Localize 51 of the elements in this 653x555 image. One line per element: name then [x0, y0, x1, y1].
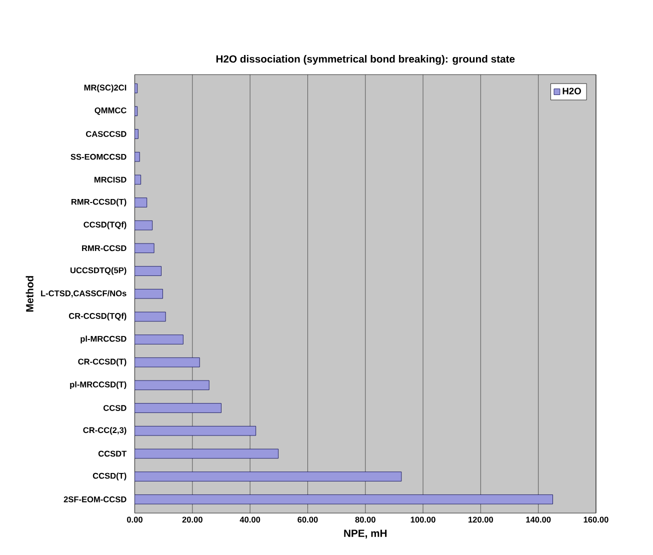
y-tick-label: CCSD(TQf): [84, 222, 126, 230]
bar: [134, 358, 200, 368]
legend-label: H2O: [562, 88, 581, 95]
bar: [134, 334, 184, 345]
y-tick-label: CCSD(T): [92, 472, 126, 481]
bar: [134, 289, 163, 299]
y-tick-label: CR-CC(2,3): [83, 427, 126, 435]
bar: [134, 220, 153, 230]
x-tick-label: 120.00: [468, 516, 494, 523]
bar: [134, 472, 402, 482]
bar: [134, 403, 222, 414]
y-tick-label: pl-MRCCSD(T): [70, 382, 126, 390]
x-tick-label: 60.00: [298, 516, 318, 523]
bar: [134, 426, 256, 436]
x-tick-label: 100.00: [410, 516, 436, 523]
y-tick-label: L-CTSD,CASSCF/NOs: [41, 290, 126, 298]
y-tick-label: MR(SC)2CI: [84, 84, 126, 92]
y-tick-label: RMR-CCSD: [82, 245, 126, 252]
x-tick-label: 140.00: [526, 516, 551, 523]
x-tick-label: 0.00: [127, 516, 142, 523]
bar: [134, 312, 166, 322]
y-tick-label: QMMCC: [94, 108, 126, 116]
bar: [134, 198, 148, 208]
x-tick-label: 40.00: [240, 516, 260, 523]
x-tick-label: 20.00: [182, 516, 202, 523]
y-tick-label: pl-MRCCSD: [80, 336, 126, 344]
bar: [134, 84, 138, 94]
y-tick-label: RMR-CCSD(T): [71, 198, 126, 207]
y-tick-label: CR-CCSD(TQf): [68, 313, 126, 321]
bar: [134, 244, 154, 254]
bar: [134, 152, 140, 162]
bar: [134, 449, 279, 459]
bar: [134, 266, 162, 276]
y-axis-title: Method: [26, 276, 34, 312]
y-tick-label: MRCISD: [94, 176, 126, 183]
bar: [134, 175, 142, 185]
x-axis-title: NPE, mH: [344, 530, 387, 539]
y-tick-label: UCCSDTQ(5P): [70, 267, 126, 276]
y-tick-label: CASCCSD: [86, 131, 126, 138]
x-tick-label: 80.00: [355, 516, 376, 523]
bar: [134, 129, 138, 140]
chart-title: H2O dissociation (symmetrical bond breaking): ground state: [216, 55, 515, 65]
bar: [134, 106, 138, 116]
y-tick-label: CCSDT: [98, 450, 127, 457]
y-tick-label: CCSD: [104, 405, 126, 412]
y-tick-label: 2SF-EOM-CCSD: [64, 496, 126, 503]
x-tick-label: 160.00: [584, 516, 608, 523]
bar: [134, 494, 553, 504]
y-tick-label: CR-CCSD(T): [78, 358, 126, 366]
bar: [134, 380, 210, 390]
y-tick-label: SS-EOMCCSD: [70, 154, 126, 160]
